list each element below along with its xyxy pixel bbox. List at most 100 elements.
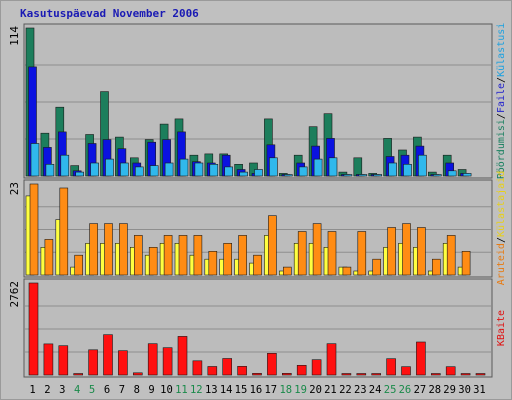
- legend-entry-pöördumisi: Pöördumisi: [496, 119, 507, 179]
- bar-külastusi-day-18: [283, 174, 293, 177]
- bar-kbaite-day-28: [430, 373, 441, 376]
- x-tick-label-day-4: 4: [74, 384, 80, 396]
- x-tick-label-day-13: 13: [205, 384, 218, 396]
- x-tick-label-day-8: 8: [134, 384, 140, 396]
- bar-külastusi-day-22: [343, 174, 353, 177]
- bar-aruteid-day-16: [253, 254, 262, 276]
- bar-aruteid-day-7: [119, 223, 128, 276]
- x-tick-label-day-31: 31: [473, 384, 486, 396]
- bar-külastusi-day-10: [164, 162, 174, 177]
- x-tick-label-day-15: 15: [235, 384, 248, 396]
- legend-separator: /: [496, 113, 507, 119]
- bar-külastusi-day-3: [60, 154, 70, 177]
- bar-külastusi-day-28: [432, 174, 442, 177]
- bar-kbaite-day-27: [416, 341, 426, 376]
- bar-külastusi-day-6: [105, 158, 114, 177]
- bar-pöördumisi-day-23: [353, 157, 363, 177]
- bar-kbaite-day-24: [371, 373, 382, 376]
- bar-aruteid-day-8: [134, 235, 143, 276]
- legend-entry-külastusi: Külastusi: [496, 23, 507, 77]
- bar-aruteid-day-11: [178, 235, 188, 276]
- y-axis-max-label: 114: [8, 26, 21, 46]
- bar-aruteid-day-6: [104, 223, 113, 276]
- bar-aruteid-day-15: [238, 235, 247, 276]
- x-tick-label-day-16: 16: [250, 384, 263, 396]
- bar-aruteid-day-18: [282, 266, 292, 276]
- bar-aruteid-day-27: [417, 227, 426, 276]
- bar-aruteid-day-24: [372, 258, 382, 276]
- bar-kbaite-day-29: [445, 366, 456, 376]
- bar-külastusi-day-24: [373, 174, 383, 177]
- panel-legend: Pöördumisi/Faile/Külastusi: [496, 23, 507, 180]
- bar-aruteid-day-20: [312, 223, 322, 276]
- bar-külastusi-day-17: [269, 157, 278, 177]
- x-tick-label-day-28: 28: [428, 384, 441, 396]
- bar-külastusi-day-19: [298, 166, 308, 177]
- bar-kbaite-day-11: [177, 336, 188, 376]
- bar-kbaite-day-21: [326, 343, 337, 376]
- bar-kbaite-day-25: [386, 358, 396, 376]
- bar-külastusi-day-4: [75, 171, 84, 177]
- x-tick-label-day-6: 6: [104, 384, 110, 396]
- x-tick-label-day-12: 12: [190, 384, 203, 396]
- bar-kbaite-day-4: [73, 373, 83, 376]
- bar-kbaite-day-14: [222, 358, 232, 376]
- bar-aruteid-day-5: [89, 223, 98, 276]
- bar-aruteid-day-1: [29, 183, 39, 276]
- x-tick-label-day-19: 19: [294, 384, 307, 396]
- bar-kbaite-day-15: [237, 365, 247, 376]
- bar-aruteid-day-13: [208, 251, 218, 276]
- bar-külastusi-day-29: [447, 170, 457, 177]
- x-tick-label-day-20: 20: [309, 384, 322, 396]
- bar-kbaite-day-3: [58, 345, 69, 376]
- bar-kbaite-day-18: [281, 372, 292, 376]
- x-tick-label-day-29: 29: [443, 384, 456, 396]
- bar-kbaite-day-22: [341, 373, 352, 376]
- bar-aruteid-day-17: [268, 215, 277, 276]
- bar-külastusi-day-2: [45, 164, 55, 177]
- x-tick-label-day-9: 9: [148, 384, 154, 396]
- chart-title: Kasutuspäevad November 2006: [20, 7, 199, 20]
- bar-külastusi-day-8: [135, 166, 144, 177]
- bar-aruteid-day-4: [74, 254, 83, 276]
- bar-aruteid-day-10: [163, 235, 173, 276]
- x-axis-labels: 1 2 3 4 5 6 7 8 9 10 11 12 13 14 15 16 17 18 19 20 21 22 23 24 2…: [29, 384, 485, 396]
- bar-kbaite-day-9: [147, 343, 158, 376]
- x-tick-label-day-14: 14: [220, 384, 233, 396]
- bar-aruteid-day-9: [148, 247, 158, 276]
- bar-aruteid-day-3: [59, 187, 69, 276]
- bar-kbaite-day-19: [296, 364, 307, 376]
- bar-kbaite-day-26: [401, 366, 411, 376]
- legend-entry-faile: Faile: [496, 83, 507, 113]
- bar-kbaite-day-2: [43, 343, 54, 376]
- bar-kbaite-day-16: [252, 372, 262, 376]
- bar-külastusi-day-30: [462, 173, 472, 177]
- panel-3: 2762 KBaite: [8, 278, 507, 378]
- bar-kbaite-day-5: [88, 349, 98, 376]
- bar-kbaite-day-20: [311, 359, 322, 376]
- x-tick-label-day-2: 2: [44, 384, 50, 396]
- bar-külastusi-day-23: [358, 174, 368, 177]
- bar-külastusi-day-14: [224, 166, 233, 177]
- x-tick-label-day-24: 24: [369, 384, 382, 396]
- bar-külastusi-day-20: [313, 158, 323, 177]
- x-tick-label-day-5: 5: [89, 384, 95, 396]
- bar-kbaite-day-1: [28, 282, 39, 376]
- bar-aruteid-day-2: [44, 239, 54, 276]
- y-axis-max-label: 23: [8, 182, 21, 195]
- bar-aruteid-day-19: [297, 231, 307, 276]
- x-tick-label-day-18: 18: [279, 384, 292, 396]
- bar-kbaite-day-30: [460, 373, 471, 376]
- legend-entry-külastajaid: Külastajaid: [496, 171, 507, 237]
- bar-aruteid-day-26: [402, 223, 411, 276]
- legend-separator: /: [496, 237, 507, 243]
- bar-kbaite-day-17: [267, 352, 277, 376]
- bar-kbaite-day-8: [133, 372, 143, 376]
- x-tick-label-day-23: 23: [354, 384, 367, 396]
- chart-panels: 114Pöördumisi/Faile/Külastusi23Aruteid/K…: [8, 23, 507, 378]
- bar-aruteid-day-30: [461, 251, 471, 276]
- bar-aruteid-day-28: [431, 258, 441, 276]
- bar-külastusi-day-15: [239, 171, 248, 177]
